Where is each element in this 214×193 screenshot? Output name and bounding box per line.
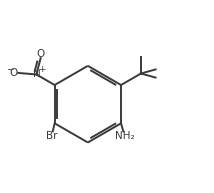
Text: N: N — [33, 69, 41, 79]
Text: −: − — [6, 65, 13, 74]
Text: +: + — [38, 65, 45, 74]
Text: O: O — [37, 49, 45, 59]
Text: NH₂: NH₂ — [115, 131, 135, 141]
Text: O: O — [9, 68, 17, 78]
Text: Br: Br — [46, 131, 58, 141]
